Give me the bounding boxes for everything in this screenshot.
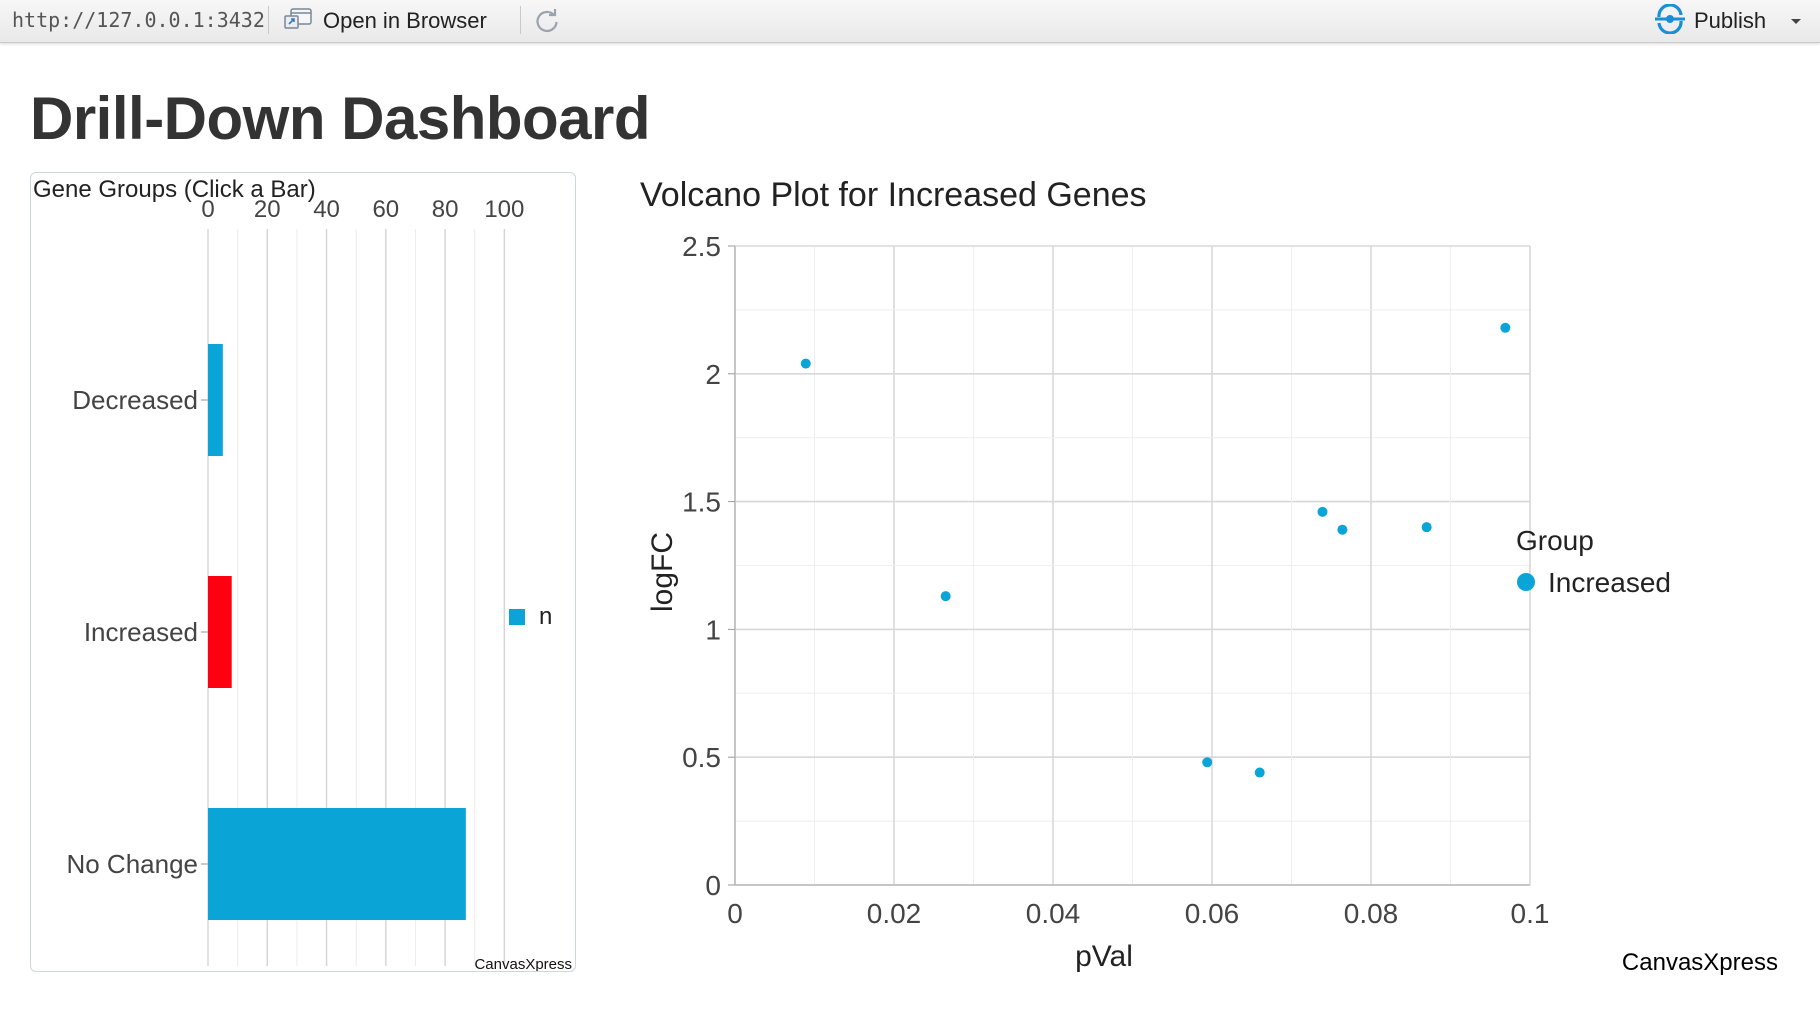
volcano-plot-title: Volcano Plot for Increased Genes — [640, 176, 1147, 214]
x-tick-label: 60 — [372, 196, 399, 223]
y-axis-label: logFC — [646, 532, 679, 612]
x-tick-label: 0.08 — [1344, 898, 1399, 929]
legend-label-n: n — [539, 603, 552, 630]
publish-icon — [1654, 2, 1686, 39]
category-label: Decreased — [72, 385, 198, 415]
x-tick-label: 0.1 — [1511, 898, 1550, 929]
gene-groups-panel: Gene Groups (Click a Bar) 0 20 40 60 80 100 D… — [30, 172, 576, 972]
legend-title: Group — [1516, 525, 1594, 556]
x-axis-label: pVal — [1075, 940, 1133, 973]
toolbar-divider — [268, 6, 269, 34]
viewer-toolbar: http://127.0.0.1:3432 Open in Browser — [0, 0, 1820, 43]
bar-chart-title: Gene Groups (Click a Bar) — [33, 176, 316, 203]
bar-no-change[interactable] — [208, 808, 466, 920]
y-tick-label: 1.5 — [682, 487, 721, 518]
volcano-plot[interactable]: Volcano Plot for Increased Genes 0 0.02 0.… — [620, 160, 1780, 980]
y-tick-label: 0.5 — [682, 742, 721, 773]
chevron-down-icon[interactable] — [1788, 10, 1804, 35]
data-point[interactable] — [1337, 524, 1348, 535]
publish-button[interactable]: Publish — [1654, 2, 1767, 39]
category-label: Increased — [84, 617, 198, 647]
x-tick-label: 20 — [254, 196, 281, 223]
refresh-icon[interactable] — [532, 6, 562, 36]
data-point[interactable] — [940, 591, 951, 602]
open-in-browser-button[interactable]: Open in Browser — [283, 4, 487, 38]
publish-label: Publish — [1694, 8, 1767, 33]
data-point[interactable] — [1202, 757, 1213, 768]
x-tick-label: 100 — [484, 196, 524, 223]
canvasxpress-watermark: CanvasXpress — [474, 956, 572, 971]
x-tick-label: 0.04 — [1026, 898, 1081, 929]
bar-decreased[interactable] — [208, 344, 223, 456]
gene-groups-bar-chart[interactable]: Gene Groups (Click a Bar) 0 20 40 60 80 100 D… — [31, 173, 575, 971]
legend-swatch — [509, 609, 525, 625]
x-tick-label: 0 — [727, 898, 743, 929]
data-point[interactable] — [1317, 506, 1328, 517]
x-tick-label: 0.02 — [867, 898, 922, 929]
data-point[interactable] — [1500, 322, 1511, 333]
data-point[interactable] — [1421, 522, 1432, 533]
data-point[interactable] — [1254, 767, 1265, 778]
y-tick-label: 2 — [705, 359, 721, 390]
data-point[interactable] — [800, 358, 811, 369]
legend-label-increased: Increased — [1548, 567, 1671, 598]
url-display[interactable]: http://127.0.0.1:3432 — [12, 8, 265, 32]
open-in-browser-label: Open in Browser — [323, 8, 487, 33]
bar-increased[interactable] — [208, 576, 232, 688]
category-label: No Change — [66, 849, 198, 879]
x-tick-label: 0.06 — [1185, 898, 1240, 929]
y-tick-label: 2.5 — [682, 231, 721, 262]
open-browser-icon — [283, 7, 313, 36]
y-tick-label: 0 — [705, 870, 721, 901]
x-tick-label: 40 — [313, 196, 340, 223]
toolbar-divider — [520, 6, 521, 34]
legend-marker — [1517, 573, 1535, 591]
page-title: Drill-Down Dashboard — [30, 85, 651, 152]
x-tick-label: 0 — [201, 196, 214, 223]
canvasxpress-watermark: CanvasXpress — [1622, 949, 1778, 976]
y-tick-label: 1 — [705, 614, 721, 645]
x-tick-label: 80 — [432, 196, 459, 223]
